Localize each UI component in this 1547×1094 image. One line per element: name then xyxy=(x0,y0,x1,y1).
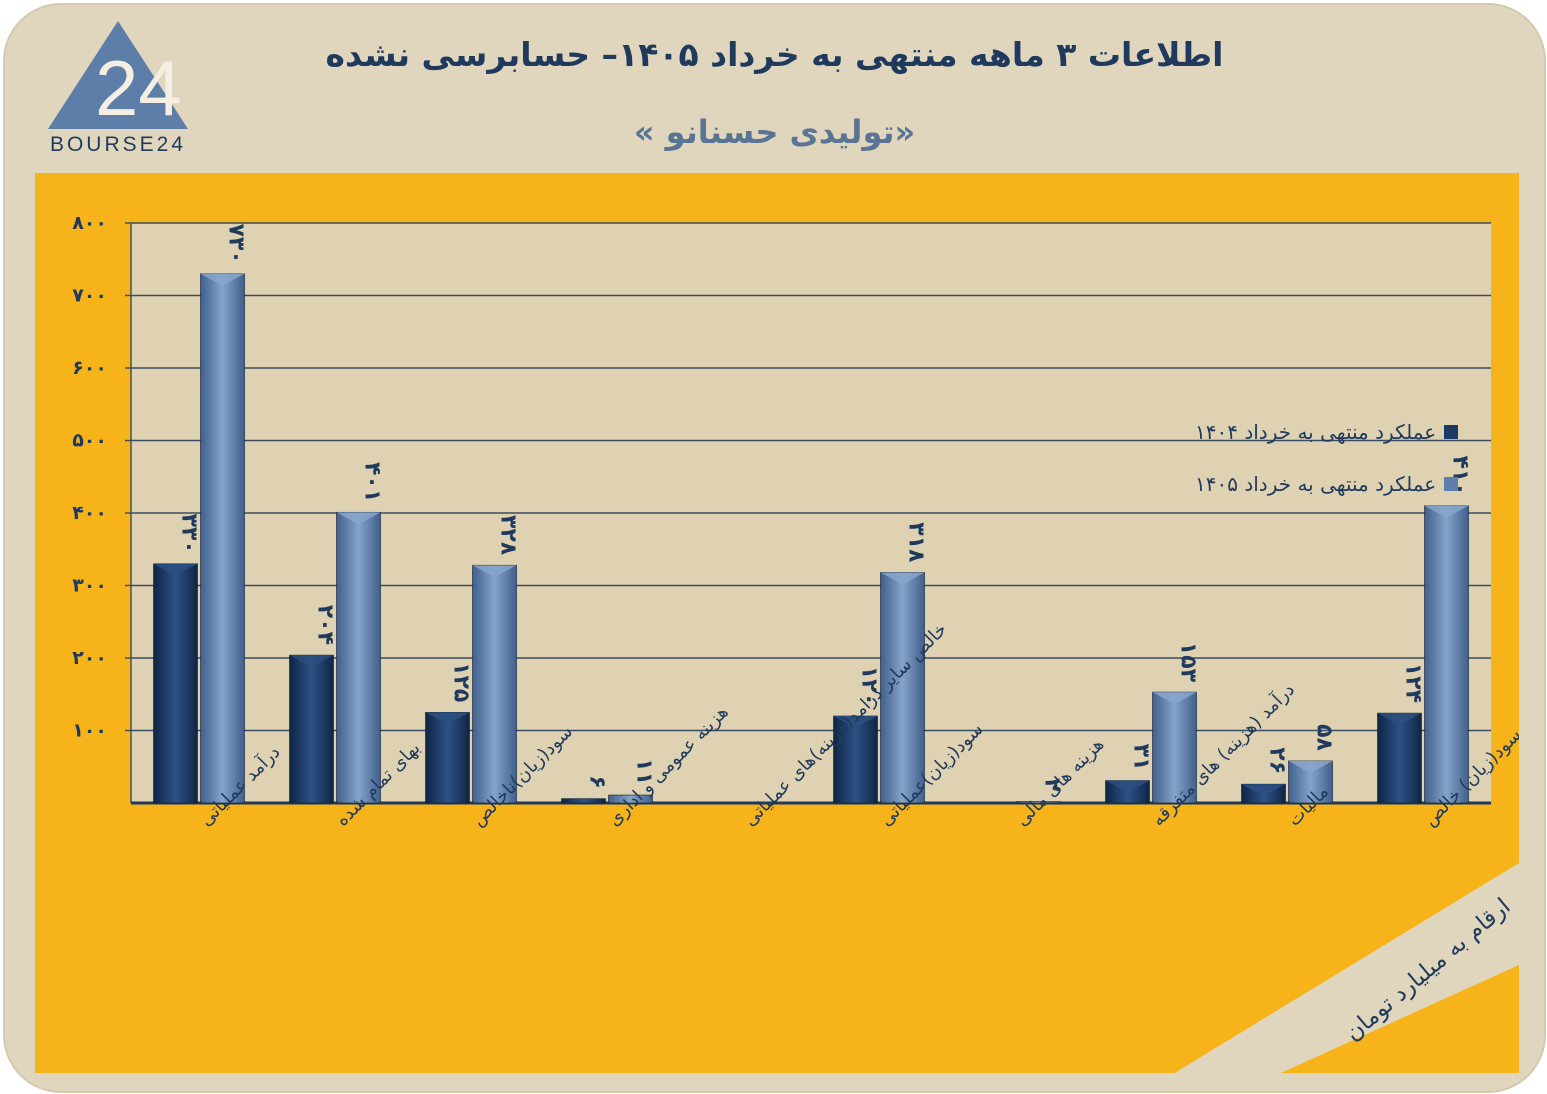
legend-swatch-1404 xyxy=(1444,425,1459,439)
bar-1404 xyxy=(425,712,470,804)
data-label: ۱۱ xyxy=(632,758,657,785)
data-label: ۱۲۵ xyxy=(449,662,474,702)
logo-number: 24 xyxy=(95,44,182,132)
bar-cap xyxy=(336,512,381,525)
bar-cap xyxy=(200,273,245,286)
bar-1405 xyxy=(880,572,925,804)
data-label: ۶ xyxy=(585,775,610,788)
bar-cap xyxy=(1152,692,1197,705)
page-frame: 24 BOURSE24 اطلاعات ۳ ماهه منتهی به خردا… xyxy=(3,3,1546,1093)
legend-label-1405: عملکرد منتهی به خرداد ۱۴۰۵ xyxy=(1195,472,1437,496)
data-label: ۷۳۰ xyxy=(224,223,249,263)
bar-cap xyxy=(1105,780,1150,793)
data-label: ۴۰۱ xyxy=(360,462,385,502)
bar-1405 xyxy=(1152,691,1197,804)
bar-1404 xyxy=(153,563,198,804)
bar-cap xyxy=(472,565,517,578)
bar-cap xyxy=(1288,760,1333,773)
legend-item-1404: عملکرد منتهی به خرداد ۱۴۰۴ xyxy=(1195,419,1459,445)
data-label: ۲۰۴ xyxy=(313,605,338,645)
y-tick-label: ۸۰۰ xyxy=(72,212,107,234)
chart-subtitle: «تولیدی حسنانو » xyxy=(633,113,916,151)
data-label: ۱۲۴ xyxy=(1401,663,1426,703)
bar-1405 xyxy=(1424,505,1469,804)
note-corner xyxy=(1145,863,1519,1091)
legend-label-1404: عملکرد منتهی به خرداد ۱۴۰۴ xyxy=(1195,420,1437,444)
bar-1405 xyxy=(472,564,517,804)
legend-item-1405: عملکرد منتهی به خرداد ۱۴۰۵ xyxy=(1195,471,1459,497)
data-label: ۱۵۳ xyxy=(1176,642,1201,683)
y-tick-label: ۷۰۰ xyxy=(72,285,107,307)
bar-1405 xyxy=(608,794,653,804)
data-label: ۱۲۰ xyxy=(857,666,882,706)
bar-1405 xyxy=(1016,801,1061,804)
bar-cap xyxy=(833,716,878,728)
y-tick-label: ۶۰۰ xyxy=(72,357,107,379)
bar-1405 xyxy=(336,511,381,804)
data-label: ۳۲۸ xyxy=(496,515,521,556)
legend-swatch-1405 xyxy=(1444,477,1459,491)
bar-cap xyxy=(1377,713,1422,726)
bar-cap xyxy=(153,563,198,576)
bar-cap xyxy=(289,655,334,668)
bar-1404 xyxy=(289,654,334,804)
y-tick-label: ۳۰۰ xyxy=(72,575,107,597)
bar-cap xyxy=(1424,505,1469,518)
logo-text: BOURSE24 xyxy=(49,133,187,156)
data-label: ۳۱۸ xyxy=(904,522,929,563)
bar-1404 xyxy=(561,798,606,804)
bar-cap xyxy=(1241,784,1286,797)
chart-title: اطلاعات ۳ ماهه منتهی به خرداد ۱۴۰۵– حساب… xyxy=(325,35,1224,74)
y-tick-label: ۴۰۰ xyxy=(72,502,107,524)
data-label: ۳۳۰ xyxy=(177,513,202,553)
bar-cap xyxy=(425,712,470,725)
data-label: ۳۱ xyxy=(1129,744,1154,771)
y-tick-label: ۱۰۰ xyxy=(72,720,107,742)
bourse24-logo: 24 xyxy=(48,21,188,132)
chart-legend: عملکرد منتهی به خرداد ۱۴۰۴ عملکرد منتهی … xyxy=(1195,419,1459,523)
bar-1405 xyxy=(200,273,245,804)
chart-panel: ۱۰۰ ۲۰۰ ۳۰۰ ۴۰۰ ۵۰۰ ۶۰۰ ۷۰۰ ۸۰۰ ۳۳۰ ۷۳۰ درآمد عمل… xyxy=(35,173,1519,1073)
bar-1404 xyxy=(833,715,878,804)
bar-1404 xyxy=(1377,712,1422,804)
data-label: ۲ xyxy=(1040,778,1065,792)
y-tick-label: ۵۰۰ xyxy=(72,430,107,452)
y-tick-label: ۲۰۰ xyxy=(72,647,107,669)
bar-cap xyxy=(880,572,925,585)
data-label: ۲۶ xyxy=(1265,747,1290,774)
data-label: ۵۸ xyxy=(1312,724,1337,751)
